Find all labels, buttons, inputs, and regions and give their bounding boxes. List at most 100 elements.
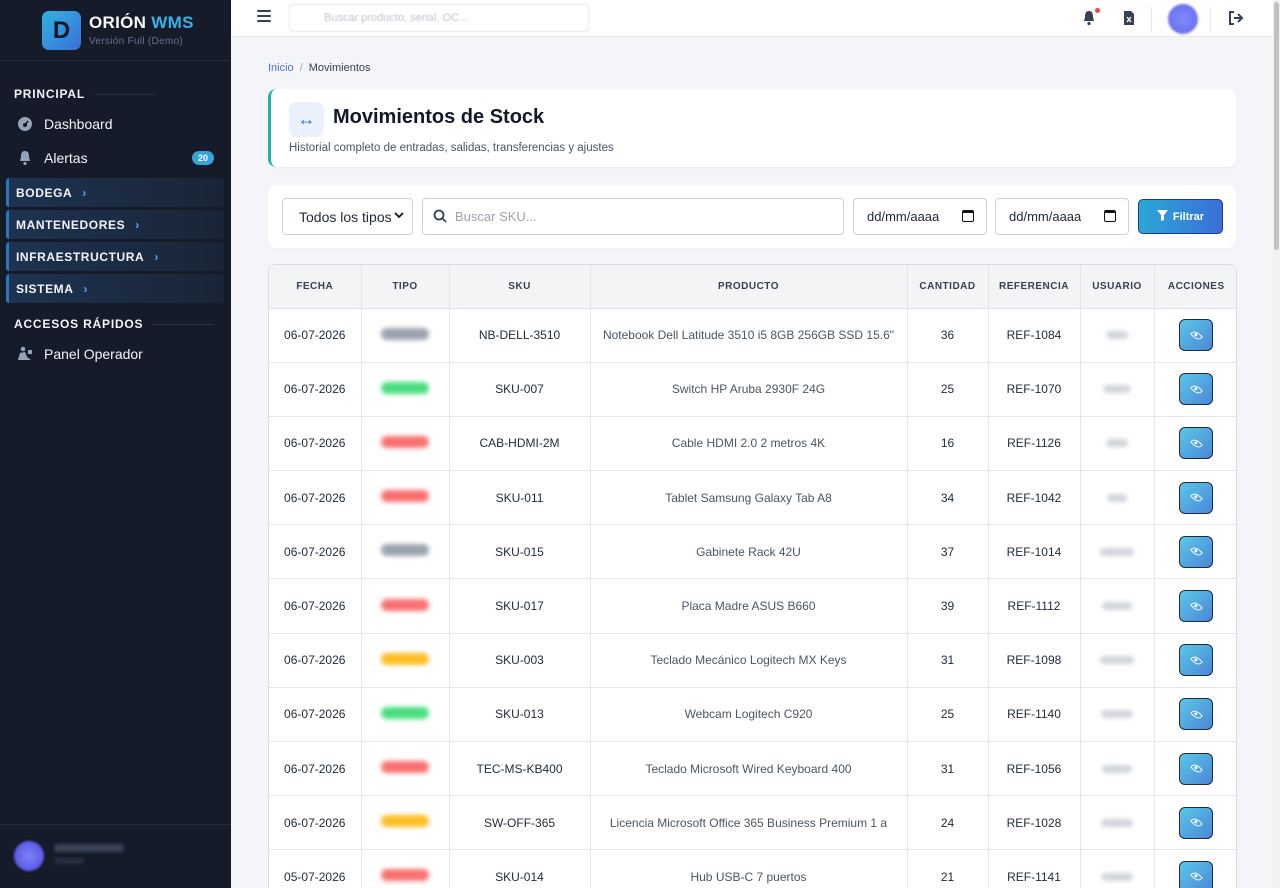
view-button[interactable] — [1179, 535, 1214, 568]
table-row[interactable]: 06-07-2026 NB-DELL-3510 Notebook Dell Lati… — [269, 308, 1236, 363]
view-button[interactable] — [1179, 481, 1214, 514]
page-subtitle: Historial completo de entradas, salidas,… — [289, 142, 614, 154]
column-header[interactable]: PRODUCTO — [590, 265, 908, 309]
sidebar-item-panel-operador[interactable]: Panel Operador — [16, 345, 143, 363]
notification-dot — [1095, 8, 1100, 13]
table-row[interactable]: 06-07-2026 SKU-015 Gabinete Rack 42U 37 REF-… — [269, 524, 1236, 580]
user-profile[interactable] — [0, 824, 231, 888]
movements-table: FECHA TIPO SKU PRODUCTO CANTIDAD REFEREN… — [268, 264, 1237, 888]
sidebar-group-bodega[interactable]: BODEGA › — [6, 178, 224, 207]
sidebar-item-label: Alertas — [44, 150, 88, 166]
view-button[interactable] — [1179, 698, 1214, 731]
table-row[interactable]: 06-07-2026 TEC-MS-KB400 Teclado Microsoft … — [269, 741, 1236, 797]
view-button[interactable] — [1179, 860, 1214, 888]
type-badge-redacted — [381, 869, 429, 882]
cell-referencia: REF-1112 — [988, 578, 1081, 634]
view-button[interactable] — [1179, 427, 1214, 460]
table-row[interactable]: 06-07-2026 SKU-017 Placa Madre ASUS B660 39… — [269, 578, 1236, 634]
table-row[interactable]: 06-07-2026 CAB-HDMI-2M Cable HDMI 2.0 2 me… — [269, 416, 1236, 472]
view-button[interactable] — [1179, 644, 1214, 677]
page-scrollbar-thumb[interactable] — [1274, 2, 1279, 250]
avatar[interactable] — [1168, 4, 1198, 34]
user-redacted — [1102, 764, 1132, 773]
cell-referencia: REF-1056 — [988, 741, 1081, 797]
column-header[interactable]: REFERENCIA — [988, 265, 1081, 309]
view-button[interactable] — [1179, 319, 1214, 352]
column-header[interactable]: ACCIONES — [1154, 265, 1236, 309]
user-redacted — [1101, 710, 1133, 719]
table-row[interactable]: 06-07-2026 SKU-003 Teclado Mecánico Logite… — [269, 633, 1236, 688]
breadcrumb-home-link[interactable]: Inicio — [268, 62, 294, 74]
excel-export-icon[interactable] — [1120, 9, 1138, 27]
table-row[interactable]: 06-07-2026 SKU-013 Webcam Logitech C920 25 R… — [269, 687, 1236, 743]
view-button[interactable] — [1179, 373, 1214, 406]
sidebar-group-mantenedores[interactable]: MANTENEDORES › — [6, 210, 224, 239]
cell-fecha: 06-07-2026 — [269, 416, 362, 472]
sidebar-item-alertas[interactable]: Alertas 20 — [16, 149, 214, 167]
calendar-icon[interactable] — [962, 210, 974, 222]
sku-search-input[interactable]: Buscar SKU... — [422, 198, 844, 235]
cell-tipo — [361, 470, 450, 526]
cell-tipo — [361, 308, 450, 363]
group-label: BODEGA — [16, 185, 73, 200]
filter-bar: Todos los tipos Buscar SKU... dd/mm/aaaa… — [268, 185, 1236, 248]
cell-referencia: REF-1098 — [988, 633, 1081, 688]
cell-sku: TEC-MS-KB400 — [449, 741, 591, 797]
eye-icon — [1189, 816, 1203, 830]
cell-producto: Gabinete Rack 42U — [590, 524, 908, 580]
page-scrollbar[interactable] — [1273, 0, 1280, 888]
cell-acciones — [1154, 849, 1236, 888]
sidebar-group-infraestructura[interactable]: INFRAESTRUCTURA › — [6, 242, 224, 271]
date-from-input[interactable]: dd/mm/aaaa — [853, 198, 987, 235]
cell-fecha: 06-07-2026 — [269, 687, 362, 743]
column-header[interactable]: CANTIDAD — [907, 265, 989, 309]
user-name-redacted — [54, 844, 124, 852]
cell-usuario — [1080, 524, 1155, 580]
topbar: Buscar producto, serial, OC... — [231, 0, 1273, 37]
cell-cantidad: 37 — [907, 524, 989, 580]
type-select[interactable]: Todos los tipos — [282, 198, 413, 235]
cell-fecha: 06-07-2026 — [269, 362, 362, 417]
table-row[interactable]: 06-07-2026 SKU-007 Switch HP Aruba 2930F 2… — [269, 362, 1236, 417]
table-row[interactable]: 05-07-2026 SKU-014 Hub USB-C 7 puertos 21 RE… — [269, 849, 1236, 888]
cell-acciones — [1154, 578, 1236, 634]
cell-sku: SKU-007 — [449, 362, 591, 417]
notification-bell-icon[interactable] — [1080, 8, 1100, 27]
logout-icon[interactable] — [1227, 9, 1245, 27]
column-header[interactable]: FECHA — [269, 265, 362, 309]
calendar-icon[interactable] — [1104, 210, 1116, 222]
global-search-input[interactable]: Buscar producto, serial, OC... — [289, 4, 589, 32]
column-header[interactable]: SKU — [449, 265, 591, 309]
brand-logo[interactable]: D — [42, 11, 81, 50]
cell-acciones — [1154, 308, 1236, 363]
menu-toggle-icon[interactable] — [257, 10, 271, 24]
view-button[interactable] — [1179, 590, 1214, 623]
cell-tipo — [361, 524, 450, 580]
cell-cantidad: 34 — [907, 470, 989, 526]
user-role-redacted — [54, 858, 84, 864]
user-redacted — [1100, 656, 1134, 665]
filter-button-label: Filtrar — [1172, 210, 1205, 223]
user-redacted — [1101, 872, 1133, 881]
cell-cantidad: 31 — [907, 633, 989, 688]
cell-acciones — [1154, 633, 1236, 688]
filter-button[interactable]: Filtrar — [1138, 199, 1223, 234]
type-badge-redacted — [381, 327, 429, 340]
view-button[interactable] — [1179, 752, 1214, 785]
sidebar-group-sistema[interactable]: SISTEMA › — [6, 274, 224, 303]
column-header[interactable]: USUARIO — [1080, 265, 1155, 309]
cell-producto: Licencia Microsoft Office 365 Business P… — [590, 795, 908, 851]
table-row[interactable]: 06-07-2026 SKU-011 Tablet Samsung Galaxy T… — [269, 470, 1236, 526]
column-header[interactable]: TIPO — [361, 265, 450, 309]
date-to-input[interactable]: dd/mm/aaaa — [995, 198, 1129, 235]
sidebar-item-dashboard[interactable]: Dashboard — [16, 115, 113, 133]
cell-referencia: REF-1042 — [988, 470, 1081, 526]
table-row[interactable]: 06-07-2026 SW-OFF-365 Licencia Microsoft O… — [269, 795, 1236, 851]
page-title: Movimientos de Stock — [333, 106, 545, 128]
eye-icon — [1189, 437, 1203, 450]
view-button[interactable] — [1179, 806, 1214, 839]
type-badge-redacted — [381, 598, 429, 611]
cell-producto: Hub USB-C 7 puertos — [590, 849, 908, 888]
cell-cantidad: 16 — [907, 416, 989, 472]
type-badge-redacted — [381, 706, 429, 719]
